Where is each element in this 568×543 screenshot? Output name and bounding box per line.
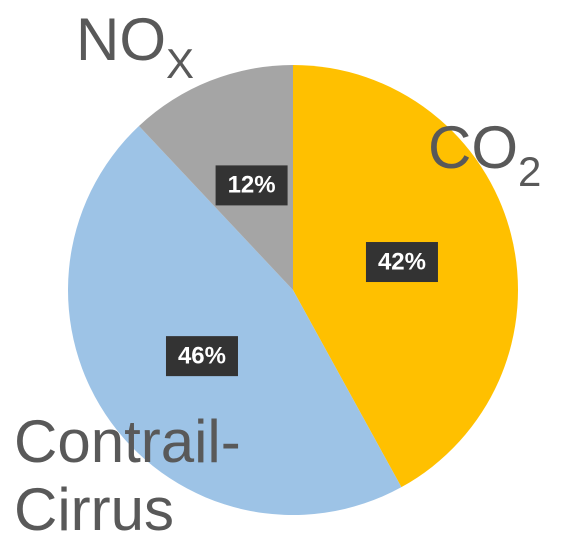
pie-slice [67, 125, 402, 516]
category-label: CO2 [428, 114, 541, 195]
category-label-main: NO [76, 6, 166, 73]
value-label: 12% [228, 172, 276, 199]
category-label: Cirrus [14, 476, 174, 543]
category-label-main: CO [428, 114, 518, 181]
category-label: Contrail- [14, 408, 241, 475]
category-label-sub: 2 [518, 148, 541, 195]
category-label-sub: X [166, 40, 194, 87]
value-label: 42% [378, 248, 426, 275]
category-label: NOX [76, 6, 194, 87]
value-label-box [365, 242, 438, 283]
value-label-box [165, 336, 238, 377]
value-label-box [215, 165, 288, 206]
value-label: 46% [178, 342, 226, 369]
